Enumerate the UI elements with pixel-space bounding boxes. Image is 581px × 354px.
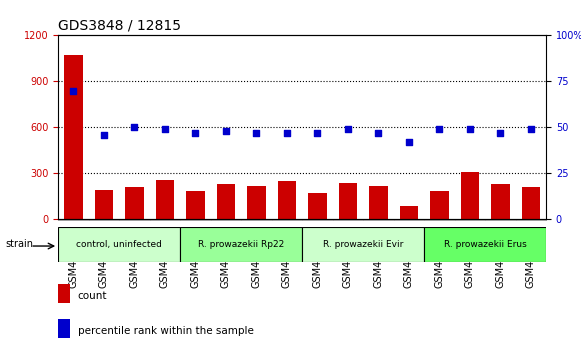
- Text: R. prowazekii Evir: R. prowazekii Evir: [323, 240, 403, 249]
- Bar: [58, 284, 70, 303]
- FancyBboxPatch shape: [58, 227, 180, 262]
- Point: [130, 125, 139, 130]
- Bar: [522, 187, 540, 219]
- Point: [69, 88, 78, 93]
- Bar: [461, 172, 479, 219]
- Bar: [58, 319, 70, 338]
- Point: [313, 130, 322, 136]
- Bar: [217, 184, 235, 219]
- Text: count: count: [78, 291, 107, 301]
- Point: [221, 128, 231, 134]
- Point: [496, 130, 505, 136]
- Bar: [64, 55, 83, 219]
- Text: percentile rank within the sample: percentile rank within the sample: [78, 326, 253, 336]
- Point: [404, 139, 414, 145]
- Text: strain: strain: [6, 239, 34, 249]
- Text: GDS3848 / 12815: GDS3848 / 12815: [58, 19, 181, 33]
- Point: [465, 126, 475, 132]
- Bar: [156, 181, 174, 219]
- Bar: [248, 187, 266, 219]
- Point: [343, 126, 353, 132]
- FancyBboxPatch shape: [180, 227, 302, 262]
- Bar: [400, 206, 418, 219]
- Bar: [491, 184, 510, 219]
- Bar: [370, 186, 388, 219]
- Point: [282, 130, 292, 136]
- Bar: [95, 190, 113, 219]
- Bar: [186, 191, 205, 219]
- Point: [526, 126, 536, 132]
- FancyBboxPatch shape: [302, 227, 424, 262]
- Text: R. prowazekii Erus: R. prowazekii Erus: [444, 240, 526, 249]
- Point: [99, 132, 109, 138]
- Bar: [309, 193, 327, 219]
- Text: control, uninfected: control, uninfected: [76, 240, 162, 249]
- Point: [191, 130, 200, 136]
- FancyBboxPatch shape: [424, 227, 546, 262]
- Bar: [278, 181, 296, 219]
- Point: [160, 126, 170, 132]
- Bar: [430, 191, 449, 219]
- Text: R. prowazekii Rp22: R. prowazekii Rp22: [198, 240, 284, 249]
- Point: [435, 126, 444, 132]
- Bar: [125, 187, 144, 219]
- Point: [374, 130, 383, 136]
- Point: [252, 130, 261, 136]
- Bar: [339, 183, 357, 219]
